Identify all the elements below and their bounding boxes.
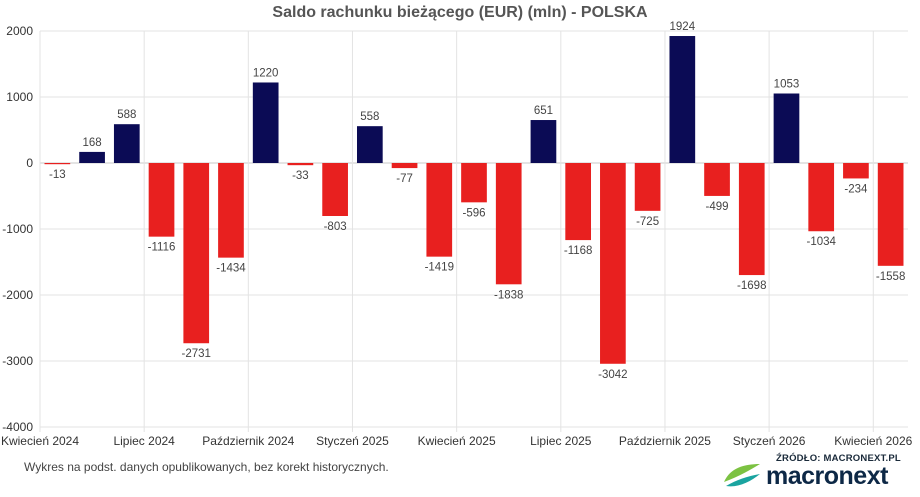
bar-2024-11: [287, 163, 314, 166]
bar-2025-01: [356, 126, 383, 163]
bar-2025-10: [669, 36, 696, 163]
data-label-2025-02: -77: [396, 173, 413, 185]
x-tick-label: Kwiecień 2024: [1, 434, 79, 448]
x-tick-label: Styczeń 2025: [316, 434, 389, 448]
bar-2024-10: [252, 82, 279, 163]
x-tick-label: Kwiecień 2026: [834, 434, 912, 448]
logo-wordmark: macronext: [766, 462, 888, 490]
x-tick-label: Lipiec 2025: [530, 434, 592, 448]
bar-2024-04: [44, 163, 71, 165]
data-label-2025-01: 558: [360, 111, 379, 123]
bar-2024-09: [218, 163, 244, 258]
source-label: ŹRÓDŁO: MACRONEXT.PL: [776, 453, 901, 464]
data-label-2024-06: 588: [117, 109, 136, 121]
data-label-2024-08: -2731: [182, 348, 211, 360]
bar-2025-09: [634, 163, 661, 211]
bar-2024-08: [183, 163, 210, 344]
bar-2025-03: [426, 163, 453, 257]
source-logo: ŹRÓDŁO: MACRONEXT.PL macronext: [722, 452, 912, 492]
y-tick-label: -2000: [2, 288, 33, 302]
bar-2025-04: [461, 163, 487, 203]
logo-leaf-green: [724, 464, 760, 482]
data-label-2026-01: 1053: [774, 79, 800, 91]
data-label-2024-09: -1434: [216, 263, 246, 275]
bar-2024-07: [148, 163, 175, 237]
data-label-2026-03: -234: [844, 183, 868, 195]
chart-title: Saldo rachunku bieżącego (EUR) (mln) - P…: [272, 4, 648, 21]
bar-2026-03: [843, 163, 869, 179]
y-tick-label: 1000: [6, 90, 33, 104]
data-labels: -13 168 588 -1116 -2731 -1434 1220 -33 -803 558 -7…: [49, 21, 905, 381]
data-label-2025-04: -596: [462, 207, 485, 219]
data-label-2025-03: -1419: [425, 262, 454, 274]
bar-2026-02: [808, 163, 835, 232]
data-label-2026-02: -1034: [806, 236, 836, 248]
data-label-2024-12: -803: [324, 221, 347, 233]
bar-2025-11: [704, 163, 730, 196]
data-label-2024-04: -13: [49, 169, 66, 181]
bar-2025-06: [530, 120, 557, 163]
data-label-2025-06: 651: [534, 105, 553, 117]
data-label-2025-12: -1698: [737, 280, 766, 292]
y-tick-label: -3000: [2, 354, 33, 368]
data-label-2025-05: -1838: [494, 289, 523, 301]
data-label-2025-08: -3042: [598, 369, 627, 381]
bar-2024-06: [113, 124, 140, 163]
data-label-2024-10: 1220: [253, 67, 279, 79]
data-label-2025-07: -1168: [564, 245, 593, 257]
x-tick-label: Październik 2024: [202, 434, 294, 448]
bar-2026-04: [877, 163, 904, 266]
bar-2024-12: [322, 163, 348, 216]
bar-2025-08: [600, 163, 626, 364]
footnote: Wykres na podst. danych opublikowanych, …: [24, 460, 389, 474]
bars: [44, 36, 904, 364]
macronext-logo-icon: [724, 464, 760, 487]
x-tick-label: Styczeń 2026: [733, 434, 806, 448]
x-tick-label: Kwiecień 2025: [418, 434, 496, 448]
logo-leaf-teal: [726, 474, 760, 487]
y-tick-label: 0: [26, 156, 33, 170]
bar-2025-05: [495, 163, 522, 285]
bar-2025-07: [565, 163, 592, 241]
data-label-2025-09: -725: [636, 216, 659, 228]
x-tick-label: Październik 2025: [619, 434, 711, 448]
bar-2025-02: [391, 163, 418, 169]
data-label-2025-11: -499: [706, 201, 729, 213]
data-label-2024-11: -33: [292, 170, 309, 182]
data-label-2025-10: 1924: [670, 21, 696, 33]
data-label-2024-05: 168: [82, 137, 101, 149]
bar-2024-05: [79, 151, 105, 163]
y-tick-label: -4000: [2, 420, 33, 434]
data-label-2026-04: -1558: [876, 271, 905, 283]
bar-2026-01: [773, 93, 800, 163]
data-label-2024-07: -1116: [148, 242, 176, 254]
x-tick-label: Lipiec 2024: [113, 434, 175, 448]
y-tick-label: -1000: [2, 222, 33, 236]
bar-2025-12: [738, 163, 765, 276]
y-tick-label: 2000: [6, 24, 33, 38]
